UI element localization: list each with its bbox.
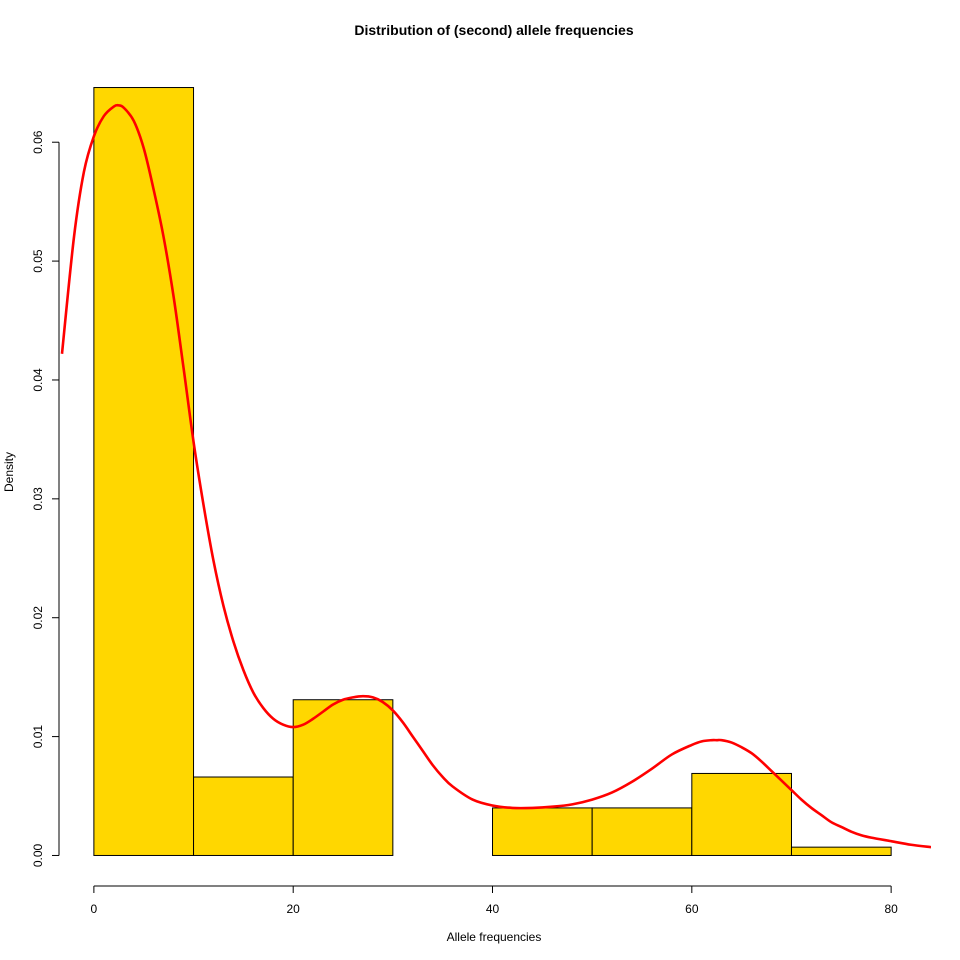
y-tick-label-6: 0.06 xyxy=(31,130,45,154)
histogram-bar-2 xyxy=(292,699,394,856)
histogram-bar-0 xyxy=(93,87,195,856)
x-tick-label-2: 40 xyxy=(486,902,500,916)
histogram-bars xyxy=(93,87,892,856)
x-tick-label-3: 60 xyxy=(685,902,699,916)
y-tick-label-0: 0.00 xyxy=(31,843,45,867)
histogram-bar-4 xyxy=(492,807,593,856)
histogram-bar-7 xyxy=(790,846,892,856)
x-tick-label-4: 80 xyxy=(884,902,898,916)
x-tick-label-1: 20 xyxy=(287,902,301,916)
y-tick-label-3: 0.03 xyxy=(31,487,45,511)
y-axis-label: Density xyxy=(2,452,16,492)
density-curve-group xyxy=(60,103,931,849)
y-tick-label-1: 0.01 xyxy=(31,725,45,749)
histogram-bar-1 xyxy=(193,776,294,856)
y-tick-label-5: 0.05 xyxy=(31,249,45,273)
x-tick-label-0: 0 xyxy=(91,902,98,916)
histogram-bar-6 xyxy=(691,772,792,856)
density-curve xyxy=(60,103,931,849)
y-tick-label-4: 0.04 xyxy=(31,368,45,392)
histogram-bar-5 xyxy=(591,807,693,856)
chart-title: Distribution of (second) allele frequenc… xyxy=(354,22,633,38)
x-axis-label: Allele frequencies xyxy=(447,930,542,944)
y-tick-label-2: 0.02 xyxy=(31,606,45,630)
x-axis: 0 20 40 60 80 xyxy=(91,885,898,916)
y-axis: 0.00 0.01 0.02 0.03 0.04 0.05 0.06 xyxy=(31,130,60,867)
